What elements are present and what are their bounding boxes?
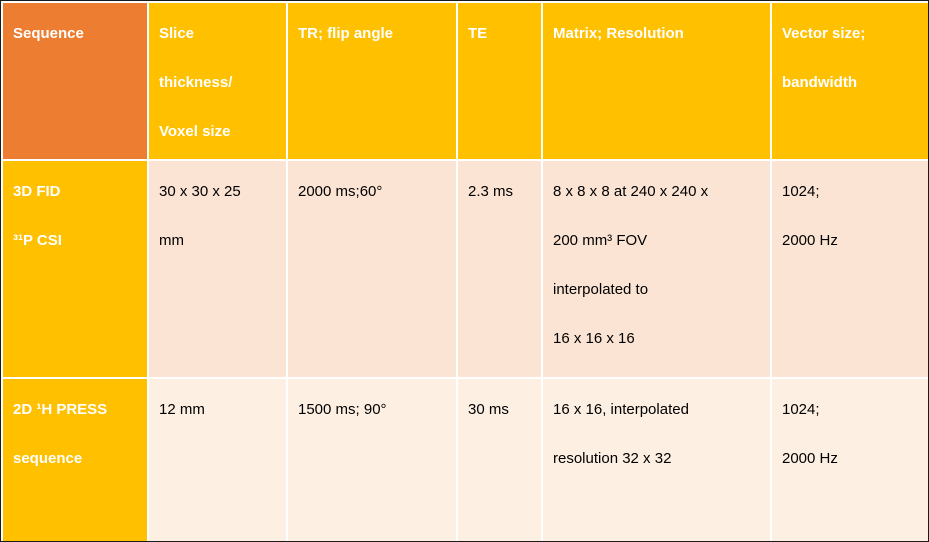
cell-slice-thickness: 12 mm bbox=[147, 377, 288, 541]
cell-tr-flip-angle: 2000 ms;60° bbox=[286, 159, 458, 379]
column-header-vector-size-bandwidth: Vector size; bandwidth bbox=[770, 1, 928, 161]
row-header-3d-fid-31p-csi: 3D FID ³¹P CSI bbox=[1, 159, 149, 379]
cell-te: 2.3 ms bbox=[456, 159, 543, 379]
column-header-te: TE bbox=[456, 1, 543, 161]
table-row-2d-1h-press: 2D ¹H PRESS sequence 12 mm 1500 ms; 90° … bbox=[1, 377, 928, 541]
cell-te: 30 ms bbox=[456, 377, 543, 541]
header-row: Sequence Slice thickness/ Voxel size TR;… bbox=[1, 1, 928, 161]
cell-vector-size-bandwidth: 1024; 2000 Hz bbox=[770, 159, 928, 379]
column-header-slice-thickness-voxel-size: Slice thickness/ Voxel size bbox=[147, 1, 288, 161]
column-header-matrix-resolution: Matrix; Resolution bbox=[541, 1, 772, 161]
cell-slice-thickness: 30 x 30 x 25 mm bbox=[147, 159, 288, 379]
cell-matrix-resolution: 8 x 8 x 8 at 240 x 240 x 200 mm³ FOV int… bbox=[541, 159, 772, 379]
column-header-sequence: Sequence bbox=[1, 1, 149, 161]
cell-matrix-resolution: 16 x 16, interpolated resolution 32 x 32 bbox=[541, 377, 772, 541]
cell-vector-size-bandwidth: 1024; 2000 Hz bbox=[770, 377, 928, 541]
row-header-2d-1h-press: 2D ¹H PRESS sequence bbox=[1, 377, 149, 541]
column-header-tr-flip-angle: TR; flip angle bbox=[286, 1, 458, 161]
cell-tr-flip-angle: 1500 ms; 90° bbox=[286, 377, 458, 541]
table-row-3d-fid-31p-csi: 3D FID ³¹P CSI 30 x 30 x 25 mm 2000 ms;6… bbox=[1, 159, 928, 379]
